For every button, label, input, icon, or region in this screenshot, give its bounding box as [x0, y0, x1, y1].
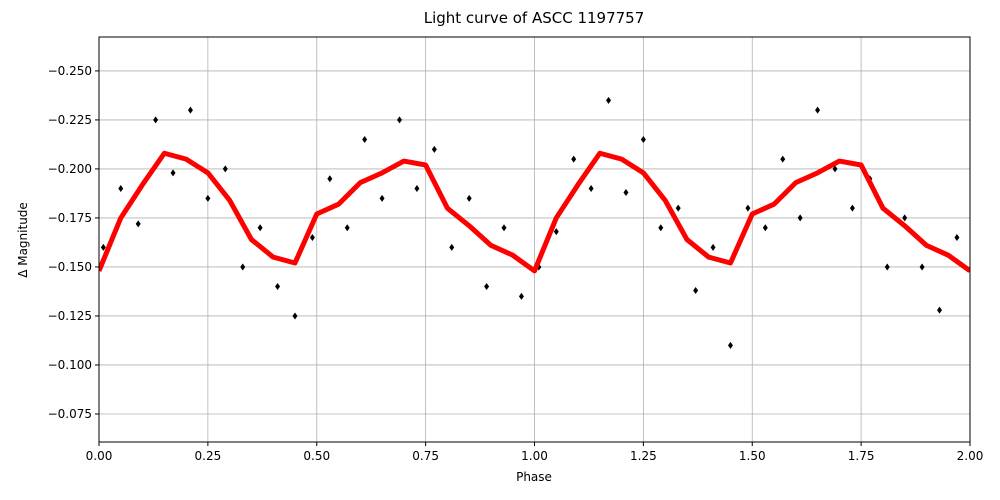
data-point: [954, 234, 960, 242]
x-tick-label: 1.25: [630, 449, 657, 463]
data-point: [222, 165, 228, 173]
data-point: [309, 234, 315, 242]
x-tick-label: 0.75: [412, 449, 439, 463]
data-point: [205, 194, 211, 202]
y-tick-label: −0.125: [48, 309, 92, 323]
data-point: [884, 263, 890, 271]
data-point: [902, 214, 908, 222]
data-point: [658, 224, 664, 232]
x-tick-label: 0.00: [86, 449, 113, 463]
data-point: [675, 204, 681, 212]
data-point: [762, 224, 768, 232]
x-tick-label: 1.00: [521, 449, 548, 463]
data-point: [937, 306, 943, 314]
data-point: [466, 194, 472, 202]
data-point: [919, 263, 925, 271]
data-point: [449, 243, 455, 251]
x-tick-label: 0.50: [303, 449, 330, 463]
data-point: [100, 243, 106, 251]
y-tick-label: −0.225: [48, 113, 92, 127]
data-point: [501, 224, 507, 232]
data-point: [815, 106, 821, 114]
data-point: [727, 341, 733, 349]
data-point: [849, 204, 855, 212]
data-point: [431, 145, 437, 153]
data-point: [710, 243, 716, 251]
data-point: [745, 204, 751, 212]
x-tick-label: 1.50: [739, 449, 766, 463]
data-point: [275, 283, 281, 291]
x-tick-label: 0.25: [195, 449, 222, 463]
y-tick-label: −0.250: [48, 64, 92, 78]
x-tick-label: 2.00: [957, 449, 984, 463]
data-point: [240, 263, 246, 271]
y-tick-label: −0.175: [48, 211, 92, 225]
chart-title: Light curve of ASCC 1197757: [424, 9, 645, 27]
y-tick-label: −0.075: [48, 407, 92, 421]
data-point: [518, 292, 524, 300]
y-tick-label: −0.100: [48, 358, 92, 372]
data-point: [797, 214, 803, 222]
data-point: [118, 185, 124, 193]
data-point: [693, 286, 699, 294]
data-point: [484, 283, 490, 291]
data-point: [292, 312, 298, 320]
data-point: [153, 116, 159, 124]
data-point: [135, 220, 141, 228]
data-point: [414, 185, 420, 193]
data-point: [396, 116, 402, 124]
data-point: [780, 155, 786, 163]
data-point: [832, 165, 838, 173]
data-point: [344, 224, 350, 232]
plot-frame: [98, 36, 971, 443]
data-point: [327, 175, 333, 183]
data-point: [571, 155, 577, 163]
data-point: [588, 185, 594, 193]
y-axis-label: Δ Magnitude: [16, 202, 30, 278]
y-tick-label: −0.200: [48, 162, 92, 176]
data-point: [379, 194, 385, 202]
data-point: [362, 136, 368, 144]
data-point: [170, 169, 176, 177]
data-point: [623, 188, 629, 196]
y-tick-label: −0.150: [48, 260, 92, 274]
x-axis-label: Phase: [516, 470, 552, 484]
x-tick-label: 1.75: [848, 449, 875, 463]
data-point: [553, 228, 559, 236]
plot-area: [99, 96, 970, 349]
data-point: [257, 224, 263, 232]
median-line: [99, 150, 970, 274]
data-point: [606, 96, 612, 104]
data-point: [187, 106, 193, 114]
data-point: [640, 136, 646, 144]
